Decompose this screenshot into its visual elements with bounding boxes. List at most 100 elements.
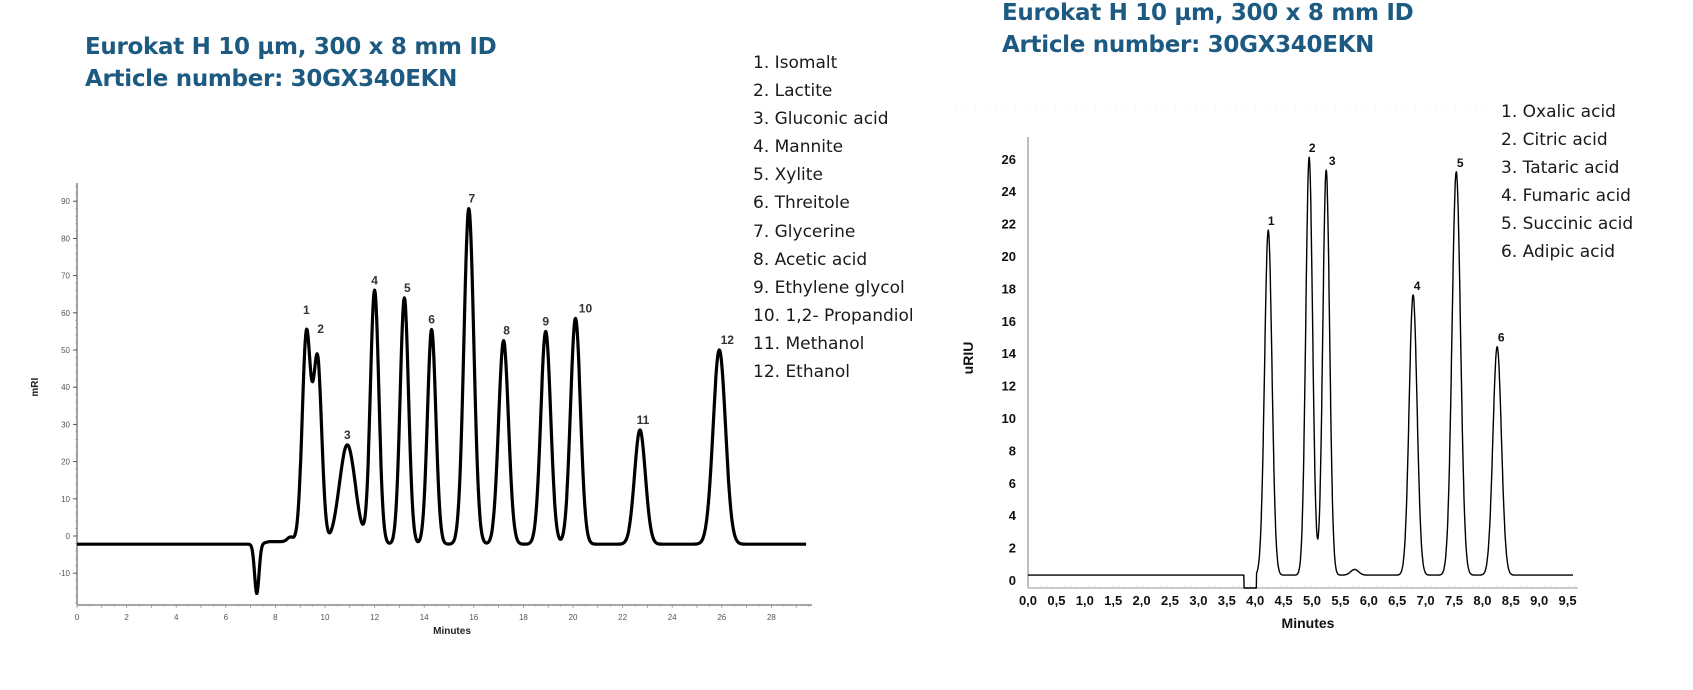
left-y-tick-label: -10 <box>58 569 70 578</box>
left-title-line-1: Eurokat H 10 µm, 300 x 8 mm ID <box>85 34 497 60</box>
right-x-tick-label: 4,0 <box>1246 593 1264 608</box>
left-title-line-2: Article number: 30GX340EKN <box>85 66 458 92</box>
right-y-tick-label: 12 <box>1002 379 1016 394</box>
right-legend-item: 4. Fumaric acid <box>1501 186 1631 207</box>
right-y-tick-label: 8 <box>1009 443 1016 458</box>
left-peak-label: 10 <box>579 301 593 315</box>
right-x-tick-label: 8,0 <box>1473 593 1491 608</box>
left-x-tick-label: 4 <box>174 613 179 622</box>
right-x-tick-label: 7,5 <box>1445 593 1463 608</box>
right-y-tick-label: 4 <box>1009 508 1017 523</box>
left-peak-label: 8 <box>503 324 510 338</box>
right-title-line-2: Article number: 30GX340EKN <box>1002 32 1375 58</box>
right-x-tick-label: 3,0 <box>1189 593 1207 608</box>
left-peak-label: 1 <box>303 303 310 317</box>
left-y-tick-label: 70 <box>61 272 70 281</box>
left-x-axis-label: Minutes <box>433 626 471 637</box>
right-x-tick-label: 3,5 <box>1218 593 1236 608</box>
right-peak-label: 3 <box>1329 154 1336 168</box>
left-legend-item: 4. Mannite <box>753 137 844 158</box>
left-y-tick-label: 80 <box>61 234 70 243</box>
right-peak-label: 1 <box>1268 214 1275 228</box>
left-x-tick-label: 24 <box>668 613 677 622</box>
left-y-tick-label: 90 <box>61 197 70 206</box>
left-legend-item: 2. Lactite <box>753 81 833 102</box>
right-y-axis-label: uRIU <box>960 342 976 375</box>
right-y-tick-label: 18 <box>1002 281 1016 296</box>
left-legend-item: 7. Glycerine <box>753 221 856 242</box>
right-x-tick-label: 5,5 <box>1331 593 1349 608</box>
right-y-tick-label: 20 <box>1002 249 1016 264</box>
left-peak-label: 4 <box>371 273 378 287</box>
right-y-tick-label: 14 <box>1002 346 1017 361</box>
left-legend-item: 1. Isomalt <box>753 53 838 73</box>
right-y-tick-label: 22 <box>1002 217 1016 232</box>
right-x-tick-label: 5,0 <box>1303 593 1321 608</box>
right-y-tick-label: 2 <box>1009 541 1016 556</box>
left-legend-item: 10. 1,2- Propandiol <box>753 305 914 326</box>
left-x-tick-label: 28 <box>767 613 776 622</box>
right-x-tick-label: 7,0 <box>1417 593 1435 608</box>
left-peak-label: 12 <box>721 333 735 347</box>
left-legend-item: 9. Ethylene glycol <box>753 277 905 298</box>
left-x-tick-label: 6 <box>224 613 229 622</box>
right-x-tick-label: 1,0 <box>1076 593 1094 608</box>
left-x-tick-label: 8 <box>273 613 278 622</box>
right-peak-label: 2 <box>1309 141 1316 155</box>
right-x-tick-label: 4,5 <box>1275 593 1293 608</box>
right-y-tick-label: 24 <box>1002 184 1017 199</box>
left-x-tick-label: 12 <box>370 613 379 622</box>
right-x-tick-label: 2,5 <box>1161 593 1179 608</box>
right-peak-label: 5 <box>1457 156 1464 170</box>
left-peak-label: 9 <box>542 314 549 328</box>
left-y-tick-label: 60 <box>61 309 70 318</box>
left-legend-item: 3. Gluconic acid <box>753 109 889 130</box>
left-x-tick-label: 10 <box>321 613 330 622</box>
left-legend-item: 8. Acetic acid <box>753 249 868 270</box>
left-y-tick-label: 10 <box>61 495 70 504</box>
right-title-line-1: Eurokat H 10 µm, 300 x 8 mm ID <box>1002 0 1414 26</box>
left-x-tick-label: 2 <box>124 613 129 622</box>
left-peak-label: 2 <box>317 322 324 336</box>
right-x-tick-label: 6,5 <box>1388 593 1406 608</box>
right-chart-legend: 1. Oxalic acid 2. Citric acid 3. Tataric a… <box>1501 98 1633 267</box>
left-y-tick-label: 0 <box>66 532 71 541</box>
right-x-axis-label: Minutes <box>1282 615 1335 631</box>
right-y-tick-label: 0 <box>1009 573 1016 588</box>
left-x-tick-label: 0 <box>75 613 80 622</box>
right-x-tick-label: 9,0 <box>1530 593 1548 608</box>
right-x-tick-label: 0,5 <box>1047 593 1065 608</box>
left-y-tick-label: 30 <box>61 420 70 429</box>
right-x-tick-label: 2,0 <box>1133 593 1151 608</box>
right-x-tick-label: 6,0 <box>1360 593 1378 608</box>
left-x-tick-label: 18 <box>519 613 528 622</box>
left-legend-item: 12. Ethanol <box>753 362 850 383</box>
right-x-tick-label: 1,5 <box>1104 593 1122 608</box>
right-x-tick-label: 0,0 <box>1019 593 1037 608</box>
left-chart-title: Eurokat H 10 µm, 300 x 8 mm ID Article n… <box>85 31 497 95</box>
left-legend-item: 6. Threitole <box>753 193 850 214</box>
left-peak-label: 3 <box>344 428 351 442</box>
left-peak-label: 11 <box>637 413 650 427</box>
right-trace <box>1027 156 1574 589</box>
left-peak-label: 6 <box>428 313 435 327</box>
right-peak-label: 6 <box>1498 331 1505 345</box>
right-x-tick-label: 9,5 <box>1559 593 1577 608</box>
right-legend-item: 5. Succinic acid <box>1501 214 1634 235</box>
left-x-tick-label: 16 <box>469 613 478 622</box>
right-y-tick-label: 26 <box>1002 152 1016 167</box>
right-legend-item: 1. Oxalic acid <box>1501 102 1616 122</box>
left-y-tick-label: 50 <box>61 346 70 355</box>
left-x-tick-label: 14 <box>420 613 429 622</box>
right-peak-label: 4 <box>1414 279 1421 293</box>
left-peak-label: 5 <box>404 281 411 295</box>
left-y-tick-label: 20 <box>61 458 70 467</box>
left-y-axis-label: mRI <box>30 378 41 397</box>
right-legend-item: 6. Adipic acid <box>1501 242 1616 263</box>
right-legend-item: 2. Citric acid <box>1501 130 1608 151</box>
left-y-tick-label: 40 <box>61 383 70 392</box>
right-y-tick-label: 16 <box>1002 314 1016 329</box>
